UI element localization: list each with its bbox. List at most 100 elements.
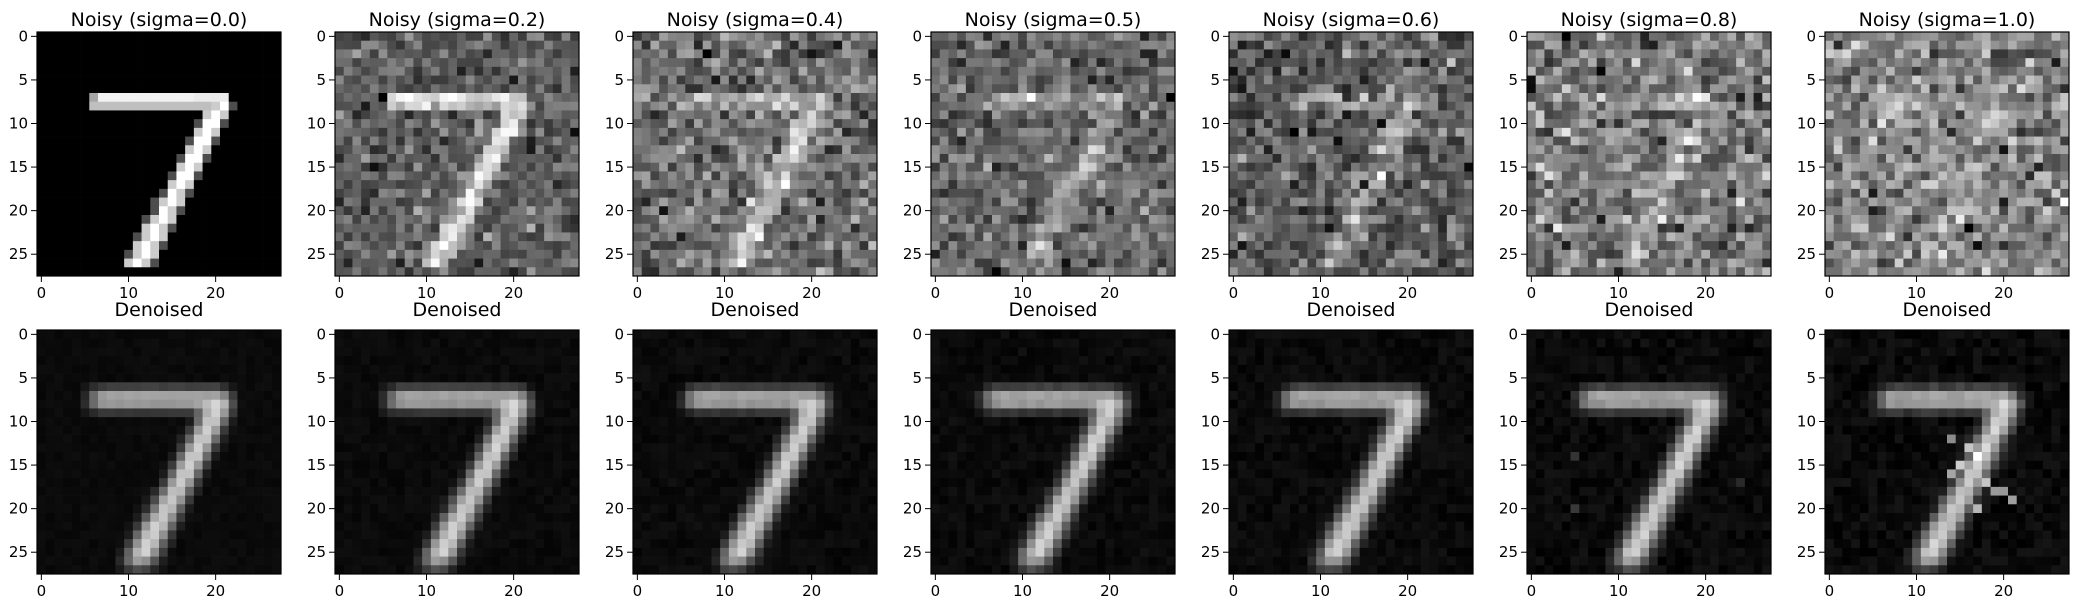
y-tick-label: 5	[316, 71, 326, 89]
x-tick-label: 20	[1696, 284, 1715, 302]
x-tick-label: 0	[633, 284, 643, 302]
y-tick-label: 0	[18, 27, 28, 45]
x-tick-label: 10	[1907, 582, 1926, 600]
x-tick-label: 0	[1527, 284, 1537, 302]
y-tick-label: 25	[9, 245, 28, 263]
y-tick-label: 15	[1499, 158, 1518, 176]
y-tick-label: 20	[1499, 202, 1518, 220]
image-pixels	[1527, 330, 1772, 575]
image-pixels	[335, 330, 580, 575]
y-tick-label: 15	[1797, 456, 1816, 474]
y-tick-label: 20	[903, 500, 922, 518]
x-tick-label: 0	[1825, 284, 1835, 302]
y-tick-label: 5	[18, 71, 28, 89]
panel-title: Noisy (sigma=1.0)	[1859, 9, 2036, 31]
y-tick-label: 25	[903, 543, 922, 561]
y-tick-label: 0	[316, 325, 326, 343]
panel-noisy-4: Noisy (sigma=0.6) 0 10 20 0 5 10 15 20 25	[1201, 9, 1474, 302]
y-tick-label: 10	[9, 413, 28, 431]
x-tick-label: 0	[1229, 582, 1239, 600]
image-pixels	[1825, 32, 2070, 277]
y-tick-label: 20	[1201, 500, 1220, 518]
x-tick-label: 0	[931, 582, 941, 600]
y-tick-label: 15	[307, 456, 326, 474]
y-tick-label: 10	[1499, 413, 1518, 431]
axes-frame	[334, 329, 580, 575]
y-tick-label: 5	[316, 369, 326, 387]
y-tick-label: 15	[307, 158, 326, 176]
image-pixels	[1527, 32, 1772, 277]
y-tick-label: 10	[1201, 413, 1220, 431]
y-tick-label: 0	[1508, 325, 1518, 343]
x-tick-label: 0	[1825, 582, 1835, 600]
y-tick-label: 0	[1210, 27, 1220, 45]
x-tick-label: 10	[1013, 582, 1032, 600]
y-tick-label: 5	[1210, 71, 1220, 89]
axes-frame	[1526, 329, 1772, 575]
y-tick-label: 5	[912, 71, 922, 89]
axes-frame	[1228, 329, 1474, 575]
y-tick-label: 15	[9, 456, 28, 474]
x-tick-label: 20	[1398, 582, 1417, 600]
y-tick-label: 25	[903, 245, 922, 263]
x-tick-label: 10	[119, 284, 138, 302]
x-tick-label: 10	[1907, 284, 1926, 302]
x-tick-label: 0	[931, 284, 941, 302]
y-tick-label: 25	[605, 543, 624, 561]
x-tick-label: 10	[1311, 582, 1330, 600]
x-tick-label: 20	[1100, 582, 1119, 600]
panel-denoised-1: Denoised 0 10 20 0 5 10 15 20 25	[307, 299, 580, 600]
panel-noisy-0: Noisy (sigma=0.0) 0 10 20 0 5 10 15 20 25	[9, 9, 282, 302]
y-tick-label: 0	[1806, 325, 1816, 343]
x-tick-label: 0	[335, 582, 345, 600]
y-tick-label: 25	[1797, 245, 1816, 263]
panel-denoised-0: Denoised 0 10 20 0 5 10 15 20 25	[9, 299, 282, 600]
axes-frame	[1824, 329, 2070, 575]
y-tick-label: 10	[307, 413, 326, 431]
x-tick-label: 0	[335, 284, 345, 302]
image-pixels	[335, 32, 580, 277]
x-tick-label: 0	[1527, 582, 1537, 600]
x-tick-label: 20	[1696, 582, 1715, 600]
panel-title: Noisy (sigma=0.0)	[71, 9, 248, 31]
y-tick-label: 5	[1508, 71, 1518, 89]
image-pixels	[633, 32, 878, 277]
panel-denoised-6: Denoised 0 10 20 0 5 10 15 20 25	[1797, 299, 2070, 600]
axes-frame	[334, 31, 580, 277]
x-tick-label: 10	[417, 582, 436, 600]
y-tick-label: 10	[1499, 115, 1518, 133]
panel-title: Denoised	[413, 299, 502, 321]
y-tick-label: 15	[605, 158, 624, 176]
y-tick-label: 25	[307, 543, 326, 561]
y-tick-label: 10	[307, 115, 326, 133]
y-tick-label: 15	[903, 456, 922, 474]
x-tick-label: 20	[802, 582, 821, 600]
y-tick-label: 15	[9, 158, 28, 176]
panel-title: Noisy (sigma=0.8)	[1561, 9, 1738, 31]
x-tick-label: 20	[206, 582, 225, 600]
axes-frame	[1228, 31, 1474, 277]
y-tick-label: 10	[1797, 413, 1816, 431]
y-tick-label: 20	[9, 500, 28, 518]
y-tick-label: 10	[903, 115, 922, 133]
y-tick-label: 25	[1201, 245, 1220, 263]
y-tick-label: 20	[9, 202, 28, 220]
axes-frame	[632, 31, 878, 277]
y-tick-label: 0	[1210, 325, 1220, 343]
axes-frame	[632, 329, 878, 575]
panel-title: Noisy (sigma=0.4)	[667, 9, 844, 31]
x-tick-label: 0	[37, 582, 47, 600]
y-tick-label: 20	[605, 202, 624, 220]
y-tick-label: 25	[1499, 543, 1518, 561]
y-tick-label: 20	[1797, 202, 1816, 220]
y-tick-label: 25	[9, 543, 28, 561]
y-tick-label: 25	[1499, 245, 1518, 263]
x-tick-label: 20	[206, 284, 225, 302]
x-tick-label: 20	[504, 582, 523, 600]
panel-noisy-2: Noisy (sigma=0.4) 0 10 20 0 5 10 15 20 25	[605, 9, 878, 302]
panel-title: Denoised	[1009, 299, 1098, 321]
y-tick-label: 25	[307, 245, 326, 263]
image-pixels	[931, 330, 1176, 575]
y-tick-label: 10	[1797, 115, 1816, 133]
y-tick-label: 5	[1806, 71, 1816, 89]
